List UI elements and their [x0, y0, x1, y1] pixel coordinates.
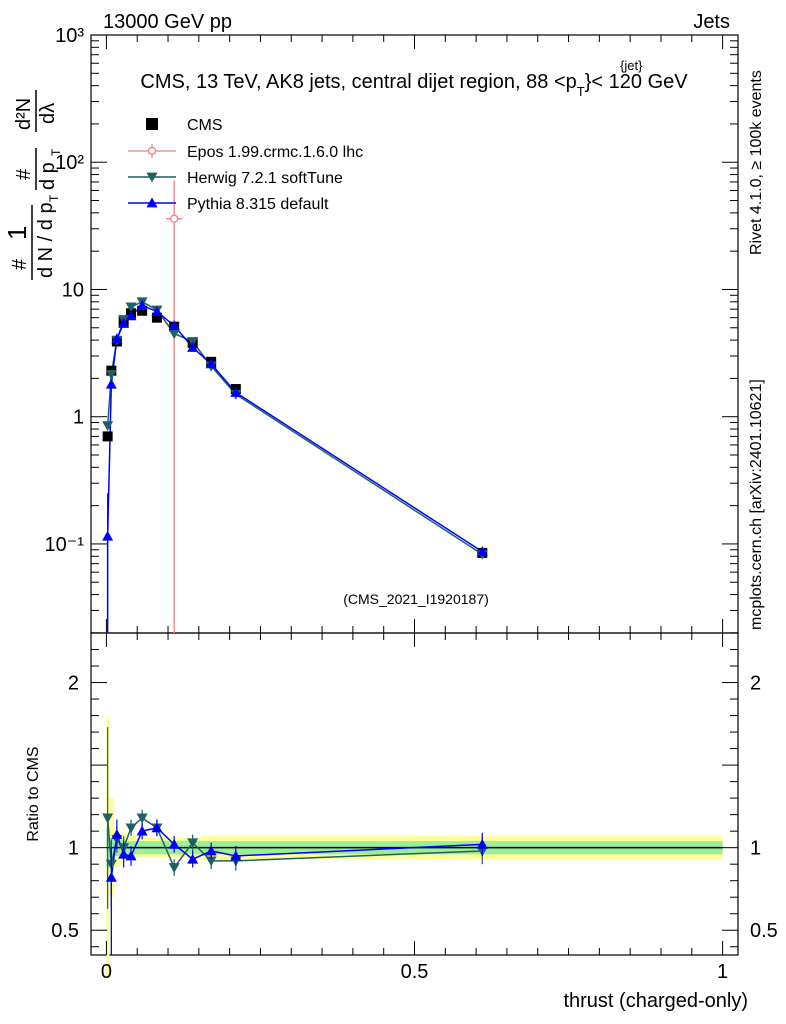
- series-line-triangle-up: [106, 304, 483, 553]
- ratio-y-tick-label-right: 1: [750, 838, 761, 860]
- pythia-point: [102, 530, 114, 541]
- chart-title-main: CMS, 13 TeV, AK8 jets, central dijet reg…: [140, 71, 576, 93]
- pythia-point: [111, 333, 123, 344]
- legend-label: CMS: [187, 117, 223, 134]
- pythia-ratio-point: [151, 822, 163, 833]
- y-tick-label: 10²: [55, 152, 84, 174]
- legend-marker-pythia: [146, 197, 158, 208]
- legend: CMS Epos 1.99.crmc.1.6.0 lhc Herwig 7.2.1 …: [128, 117, 363, 213]
- pythia-ratio-point: [111, 828, 123, 839]
- cms-point: [102, 431, 113, 442]
- cms-point: [137, 305, 148, 316]
- y-tick-label: 10: [62, 279, 84, 301]
- analysis-tag: (CMS_2021_I1920187): [343, 591, 489, 607]
- herwig-ratio-point: [205, 856, 217, 867]
- chart-title: CMS, 13 TeV, AK8 jets, central dijet reg…: [140, 71, 688, 99]
- tick-labels: 0 0.5 1 10 1 10⁻¹ 10² 10³ 0.5 0.5 1 1 2 2: [45, 25, 778, 983]
- pythia-ratio-point: [118, 848, 130, 859]
- legend-marker-epos: [147, 146, 157, 156]
- svg-text:#: #: [9, 258, 31, 270]
- svg-text:T: T: [47, 194, 61, 202]
- pythia-ratio-point: [230, 850, 242, 861]
- y-tick-label: 10³: [55, 25, 84, 47]
- pythia-point: [125, 310, 137, 321]
- y-tick-label: 1: [73, 407, 84, 429]
- header-right: Jets: [693, 11, 730, 33]
- pythia-point: [151, 306, 163, 316]
- xlabel: thrust (charged-only): [563, 990, 748, 1012]
- pythia-ratio-point: [205, 845, 217, 856]
- svg-text:d N / d p: d N / d p: [35, 202, 57, 278]
- ratio-y-tick-label: 0.5: [51, 920, 79, 942]
- y-tick-label: 10⁻¹: [45, 534, 85, 556]
- pythia-ratio-point: [125, 850, 137, 861]
- legend-label: Pythia 8.315 default: [187, 196, 329, 213]
- svg-text:d p: d p: [37, 162, 59, 190]
- pythia-point: [136, 299, 148, 310]
- pythia-point: [187, 341, 199, 352]
- pythia-ratio-point: [476, 838, 488, 849]
- ratio-plot-frame: [90, 632, 739, 956]
- pythia-point: [105, 378, 117, 389]
- epos-point: [170, 214, 179, 223]
- chart-title-tail: }< 120 GeV: [585, 71, 689, 93]
- herwig-point: [102, 421, 114, 432]
- svg-text:T: T: [49, 148, 63, 156]
- series-line-triangle-down: [106, 300, 483, 555]
- svg-text:#: #: [13, 168, 35, 180]
- pythia-point: [118, 318, 130, 328]
- x-tick-label: 0.5: [401, 961, 429, 983]
- side-label-top: Rivet 4.1.0, ≥ 100k events: [748, 70, 765, 255]
- cms-point: [151, 312, 162, 323]
- header-left: 13000 GeV pp: [103, 11, 232, 33]
- svg-text:1: 1: [2, 226, 32, 240]
- herwig-ratio-point: [136, 813, 148, 824]
- ratio-y-tick-label: 2: [68, 673, 79, 695]
- herwig-ratio-point: [102, 813, 114, 824]
- pythia-ratio-point: [136, 825, 148, 836]
- legend-marker-herwig: [146, 172, 158, 183]
- svg-text:dλ: dλ: [37, 103, 59, 124]
- ratio-y-tick-label: 1: [68, 838, 79, 860]
- herwig-ratio-point: [168, 863, 180, 873]
- ratio-uncertainty-bands: [106, 715, 723, 980]
- chart-title-sup: {jet}: [620, 58, 643, 73]
- axes-ticks: [91, 34, 738, 955]
- ratio-y-tick-label-right: 0.5: [750, 920, 778, 942]
- legend-marker-cms: [146, 118, 158, 130]
- side-label-bottom: mcplots.cern.ch [arXiv:2401.10621]: [748, 379, 765, 630]
- chart-title-sub: T: [577, 84, 585, 99]
- main-series: [102, 180, 488, 633]
- x-tick-label: 1: [717, 961, 728, 983]
- herwig-point: [105, 370, 117, 380]
- ylabel-ratio: Ratio to CMS: [25, 746, 42, 841]
- herwig-ratio-point: [125, 823, 137, 834]
- legend-label: Herwig 7.2.1 softTune: [187, 170, 343, 187]
- pythia-ratio-point: [105, 871, 117, 882]
- legend-label: Epos 1.99.crmc.1.6.0 lhc: [187, 144, 363, 161]
- herwig-point: [168, 329, 180, 340]
- ratio-y-tick-label-right: 2: [750, 673, 761, 695]
- pythia-ratio-point: [187, 853, 199, 864]
- pythia-point: [168, 320, 180, 331]
- x-tick-label: 0: [101, 961, 112, 983]
- ylabel-main: # 1 d N / d p T # d p T d²N dλ: [2, 90, 63, 280]
- pythia-point: [230, 386, 242, 397]
- pythia-point: [205, 358, 217, 369]
- herwig-point: [125, 302, 137, 313]
- pythia-ratio-point: [168, 838, 180, 849]
- svg-text:d²N: d²N: [13, 98, 35, 130]
- pythia-point: [476, 546, 488, 557]
- herwig-ratio-point: [187, 838, 199, 849]
- ratio-series: [102, 727, 488, 955]
